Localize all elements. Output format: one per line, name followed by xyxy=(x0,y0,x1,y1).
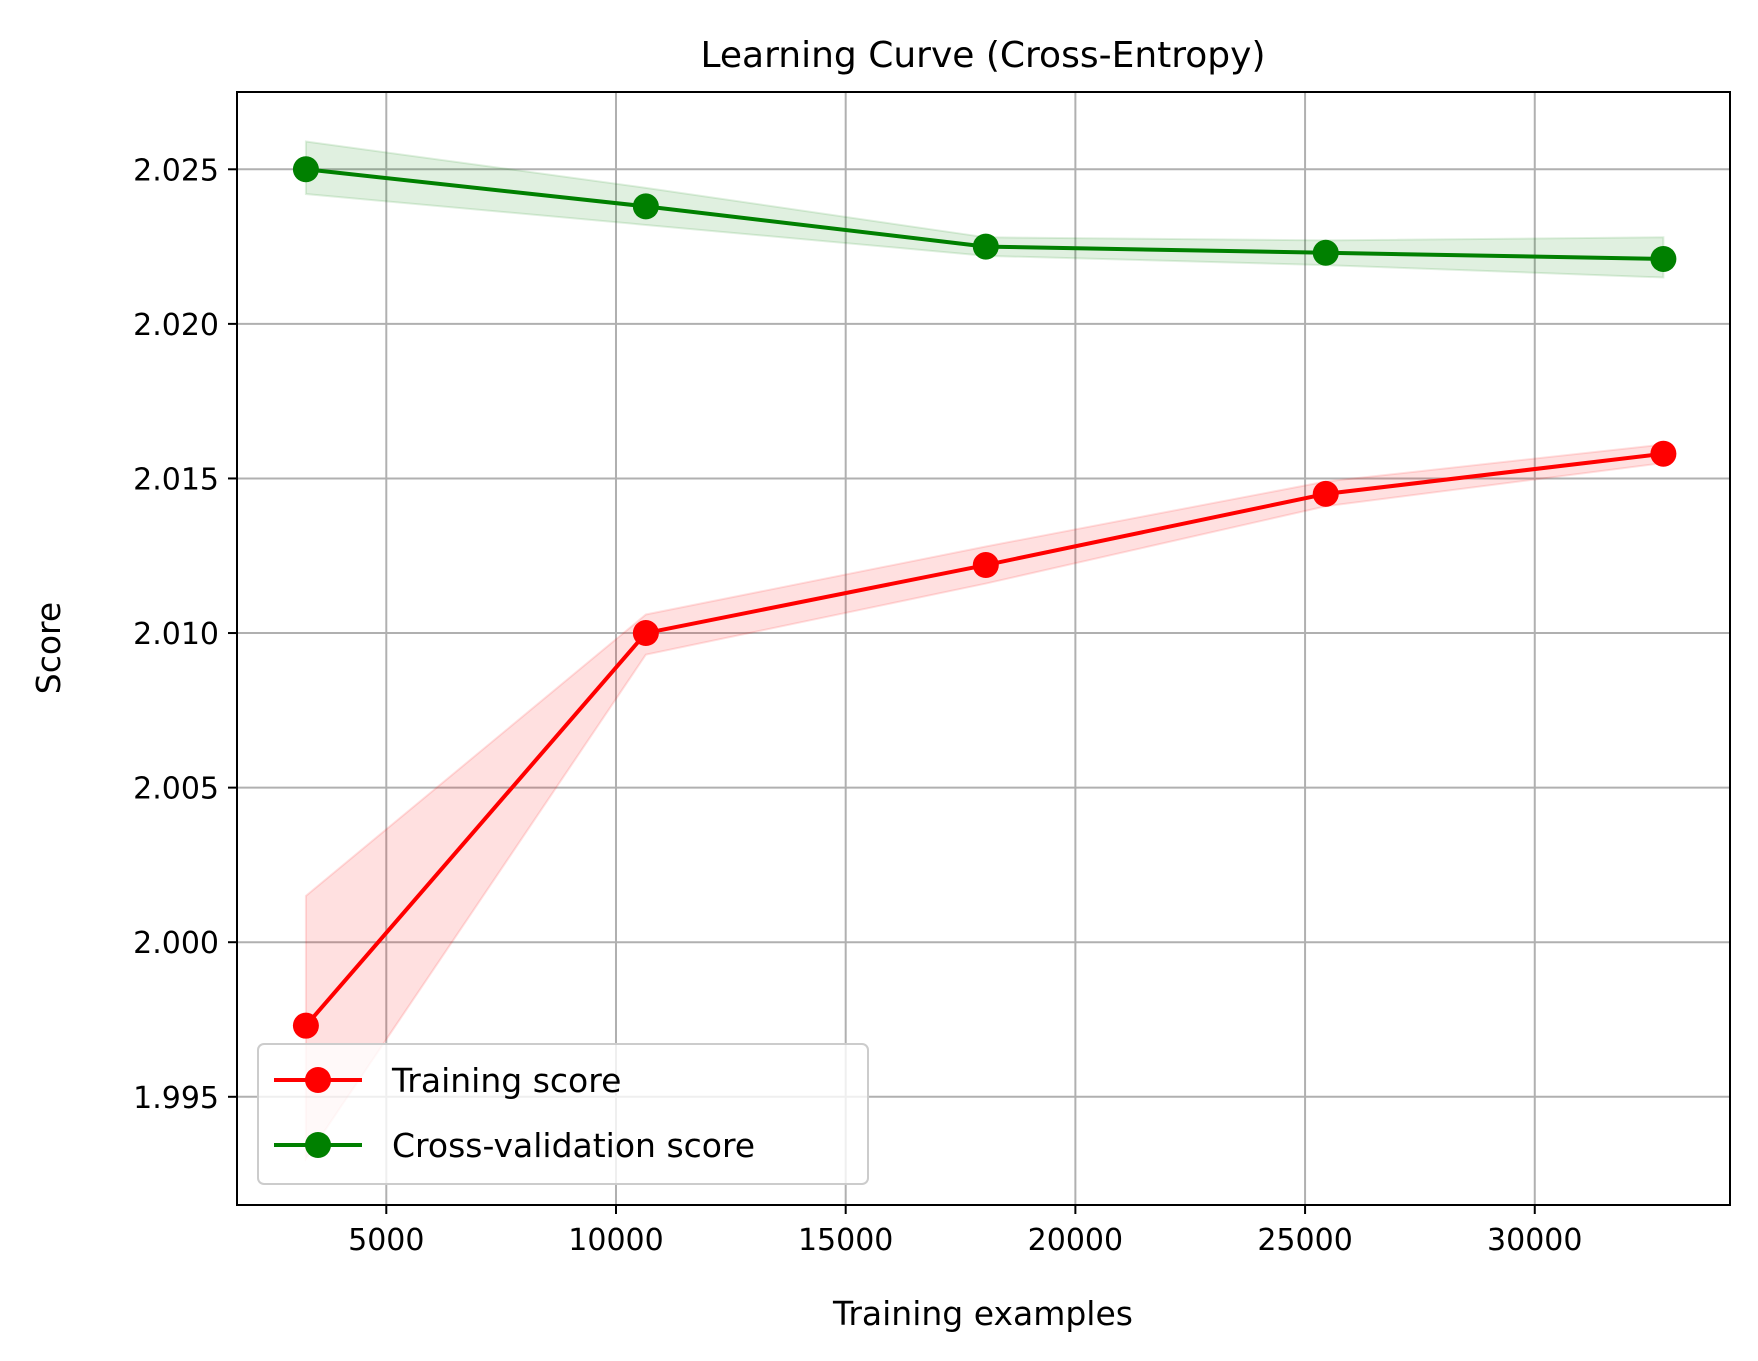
legend-training-marker xyxy=(305,1067,331,1093)
cross-validation-score-point xyxy=(632,193,659,220)
cross-validation-score-point xyxy=(292,156,319,183)
legend-box xyxy=(257,1043,869,1185)
x-tick-label: 20000 xyxy=(1028,1223,1123,1258)
x-tick-label: 30000 xyxy=(1487,1223,1582,1258)
legend-cv-label: Cross-validation score xyxy=(392,1126,755,1165)
training-score-point xyxy=(632,620,659,647)
y-tick-label: 2.010 xyxy=(133,617,219,652)
x-axis-ticks: 5000 10000 15000 20000 25000 30000 xyxy=(348,1205,1582,1258)
y-tick-label: 2.015 xyxy=(133,462,219,497)
chart-title: Learning Curve (Cross-Entropy) xyxy=(700,35,1265,76)
x-tick-label: 10000 xyxy=(568,1223,663,1258)
plot-frame xyxy=(236,91,1731,1206)
y-tick-label: 1.995 xyxy=(133,1081,219,1116)
training-score-point xyxy=(1312,480,1339,507)
cross-validation-score-point xyxy=(972,233,999,260)
x-tick-label: 15000 xyxy=(798,1223,893,1258)
y-axis-label: Score xyxy=(29,602,68,694)
training-score-point xyxy=(1650,440,1677,467)
series-markers xyxy=(292,156,1677,1039)
y-axis-ticks: 1.995 2.000 2.005 2.010 2.015 2.020 2.025 xyxy=(133,153,237,1116)
cross-validation-score-point xyxy=(1312,239,1339,266)
x-tick-label: 25000 xyxy=(1257,1223,1352,1258)
legend: Training score Cross-validation score xyxy=(257,1043,869,1185)
grid xyxy=(237,92,1730,1205)
training-score-point xyxy=(292,1012,319,1039)
y-tick-label: 2.025 xyxy=(133,153,219,188)
y-tick-label: 2.005 xyxy=(133,772,219,807)
legend-training-label: Training score xyxy=(391,1061,621,1100)
x-tick-label: 5000 xyxy=(348,1223,424,1258)
cross-validation-score-point xyxy=(1650,245,1677,272)
training-score-point xyxy=(972,552,999,579)
y-tick-label: 2.000 xyxy=(133,926,219,961)
legend-cv-marker xyxy=(305,1132,331,1158)
y-tick-label: 2.020 xyxy=(133,308,219,343)
x-axis-label: Training examples xyxy=(832,1294,1133,1333)
